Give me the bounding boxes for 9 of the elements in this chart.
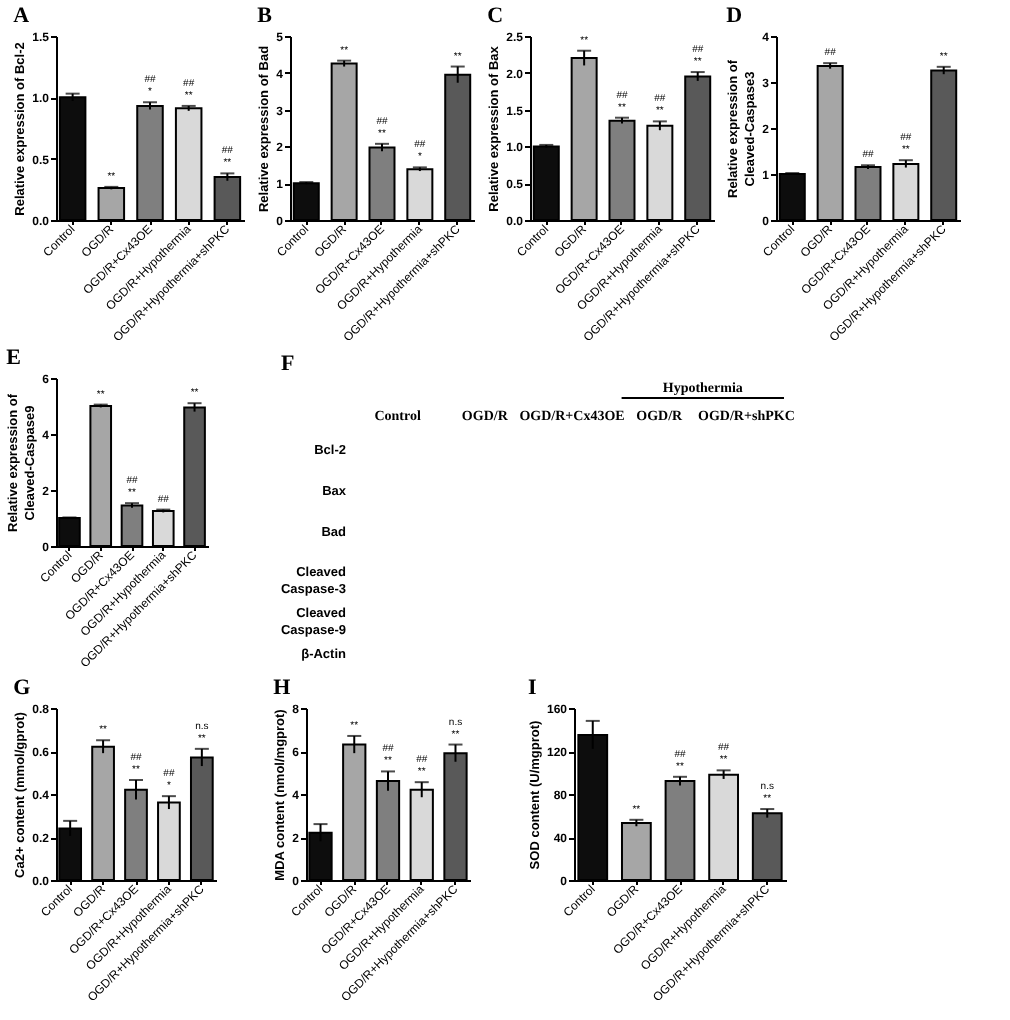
chart-title: I [527,676,537,700]
chart-title: D [726,4,743,28]
chart-title: H [273,676,292,700]
chart-title: B [257,4,274,28]
chart-title: C [487,4,504,28]
chart-title: E [6,346,22,370]
chart-title: G [13,676,32,700]
text: F [280,352,295,376]
chart-title: A [13,4,30,28]
